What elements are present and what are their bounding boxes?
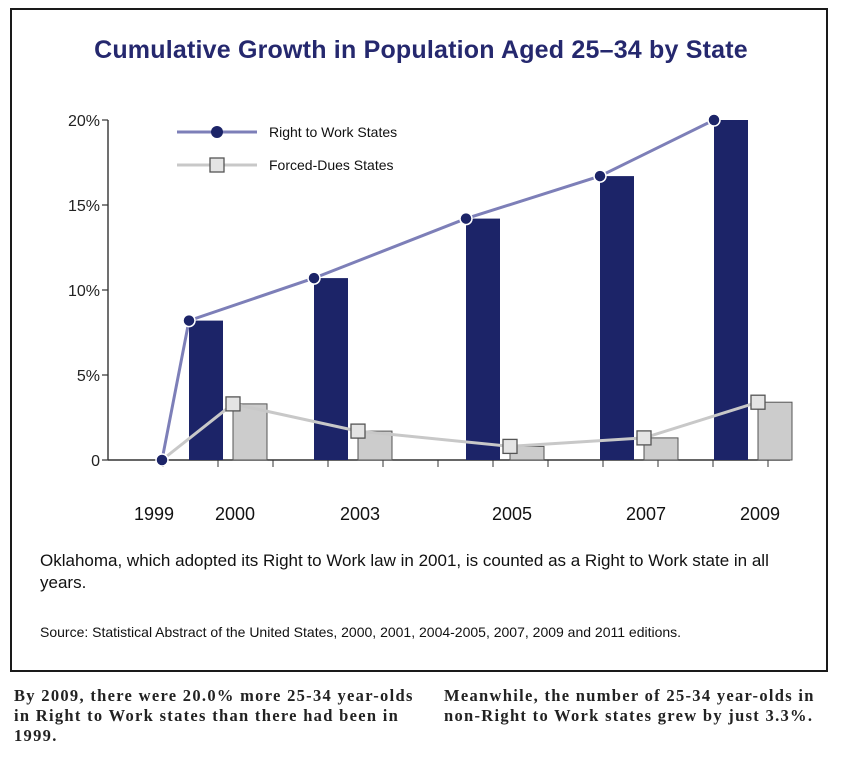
x-tick-label: 2007 — [626, 504, 666, 524]
marker-right-to-work — [182, 313, 196, 328]
x-tick-label: 2005 — [492, 504, 532, 524]
bar-right-to-work — [466, 218, 500, 460]
chart-frame: Cumulative Growth in Population Aged 25–… — [10, 8, 828, 672]
line-forced-dues — [161, 400, 759, 462]
marker-forced-dues — [350, 423, 366, 439]
chart-source: Source: Statistical Abstract of the Unit… — [40, 624, 682, 640]
x-tick-label: 2003 — [340, 504, 380, 524]
legend-marker-right-to-work — [211, 126, 223, 138]
legend-marker-forced-dues — [209, 157, 225, 173]
marker-forced-dues — [636, 430, 652, 446]
chart-plot: 0 5% 10% 15% 20% 1999 2000 2003 2005 2007 2009 Righ… — [68, 113, 793, 524]
bar-right-to-work — [314, 278, 348, 460]
marker-forced-dues — [225, 396, 241, 412]
y-tick-label: 15% — [68, 198, 100, 215]
caption-right: Meanwhile, the number of 25-34 year-olds… — [444, 686, 815, 725]
y-tick-label: 10% — [68, 283, 100, 300]
chart-title: Cumulative Growth in Population Aged 25–… — [94, 36, 748, 64]
x-tick-label: 2000 — [215, 504, 255, 524]
marker-right-to-work — [459, 211, 473, 226]
bar-forced-dues — [357, 430, 393, 461]
legend-label-forced-dues: Forced-Dues States — [269, 157, 394, 173]
bar-right-to-work — [189, 320, 223, 460]
y-tick-label: 5% — [77, 368, 100, 385]
caption-left: By 2009, there were 20.0% more 25-34 yea… — [14, 686, 414, 745]
legend-label-right-to-work: Right to Work States — [269, 124, 397, 140]
marker-right-to-work — [307, 271, 321, 285]
bar-right-to-work — [714, 120, 748, 460]
marker-right-to-work — [593, 169, 607, 183]
y-tick-label: 20% — [68, 113, 100, 130]
bar-forced-dues — [232, 403, 268, 461]
marker-forced-dues — [750, 394, 766, 410]
marker-forced-dues — [502, 438, 518, 455]
y-tick-label: 0 — [91, 453, 100, 470]
chart-note: Oklahoma, which adopted its Right to Wor… — [40, 551, 769, 592]
marker-right-to-work — [707, 113, 721, 127]
marker-right-to-work — [155, 453, 169, 467]
bar-forced-dues — [643, 437, 679, 461]
x-tick-label: 1999 — [134, 504, 174, 524]
x-tick-label: 2009 — [740, 504, 780, 524]
bar-forced-dues — [757, 401, 793, 461]
bar-right-to-work — [600, 176, 634, 460]
line-right-to-work — [160, 118, 715, 461]
